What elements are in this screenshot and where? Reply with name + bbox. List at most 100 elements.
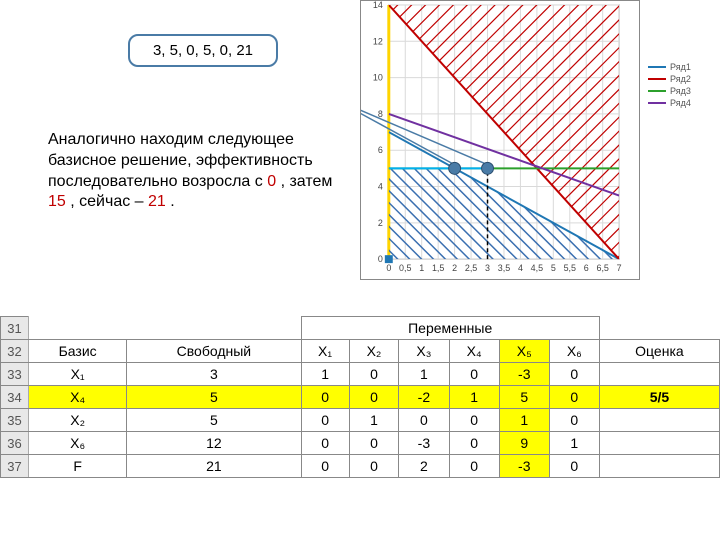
svg-text:5: 5	[551, 263, 556, 273]
table-cell: 0	[549, 409, 599, 432]
legend-swatch	[648, 66, 666, 68]
description-paragraph: Аналогично находим следующее базисное ре…	[48, 130, 338, 213]
chart-svg: 00,511,522,533,544,555,566,5702468101214	[361, 1, 639, 279]
table-cell: -3	[399, 432, 449, 455]
table-cell: F	[29, 455, 127, 478]
table-cell: 0	[349, 432, 399, 455]
table-cell: 1	[399, 363, 449, 386]
legend-swatch	[648, 102, 666, 104]
svg-text:10: 10	[373, 73, 383, 83]
column-header: X₁	[301, 340, 349, 363]
legend-label: Ряд3	[670, 86, 691, 96]
table-cell: 1	[499, 409, 549, 432]
table-cell: 0	[301, 409, 349, 432]
row-number: 35	[1, 409, 29, 432]
svg-text:1,5: 1,5	[432, 263, 444, 273]
svg-text:6: 6	[378, 145, 383, 155]
table-cell: X₂	[29, 409, 127, 432]
svg-text:6,5: 6,5	[596, 263, 608, 273]
para-val0: 0	[267, 173, 276, 190]
table-cell: 1	[449, 386, 499, 409]
table-cell: 1	[349, 409, 399, 432]
table-cell: 0	[549, 386, 599, 409]
svg-text:3: 3	[485, 263, 490, 273]
table-cell	[599, 363, 719, 386]
table-cell: 0	[301, 432, 349, 455]
para-sep2: , сейчас –	[70, 193, 148, 210]
svg-text:8: 8	[378, 109, 383, 119]
table-cell: 0	[549, 455, 599, 478]
column-header: Оценка	[599, 340, 719, 363]
table-cell: 9	[499, 432, 549, 455]
table-cell: 2	[399, 455, 449, 478]
legend-swatch	[648, 90, 666, 92]
svg-text:12: 12	[373, 36, 383, 46]
table-cell: 0	[301, 455, 349, 478]
column-header: X₃	[399, 340, 449, 363]
table-cell: 0	[449, 409, 499, 432]
table-cell: 0	[449, 455, 499, 478]
table-cell: X₄	[29, 386, 127, 409]
table-cell	[599, 455, 719, 478]
legend-item: Ряд3	[648, 86, 691, 96]
para-val2: 21	[148, 193, 166, 210]
table-cell: 0	[399, 409, 449, 432]
svg-text:2: 2	[378, 218, 383, 228]
svg-text:0: 0	[386, 263, 391, 273]
svg-text:4: 4	[518, 263, 523, 273]
legend-swatch	[648, 78, 666, 80]
table-cell: -3	[499, 363, 549, 386]
legend-item: Ряд4	[648, 98, 691, 108]
svg-text:2,5: 2,5	[465, 263, 477, 273]
table-cell: 0	[549, 363, 599, 386]
column-header: X₅	[499, 340, 549, 363]
table-cell: 3	[127, 363, 301, 386]
table-cell: 5	[499, 386, 549, 409]
table-cell: 21	[127, 455, 301, 478]
table-cell: 5/5	[599, 386, 719, 409]
table-cell: 0	[349, 455, 399, 478]
svg-text:1: 1	[419, 263, 424, 273]
table-cell: 0	[449, 363, 499, 386]
para-sep1: , затем	[281, 173, 333, 190]
row-number: 32	[1, 340, 29, 363]
table-cell: 12	[127, 432, 301, 455]
table-cell: -2	[399, 386, 449, 409]
legend: Ряд1 Ряд2 Ряд3 Ряд4	[648, 60, 691, 110]
svg-text:2: 2	[452, 263, 457, 273]
legend-item: Ряд1	[648, 62, 691, 72]
table-cell: 5	[127, 386, 301, 409]
column-header: Свободный	[127, 340, 301, 363]
row-number: 31	[1, 317, 29, 340]
row-number: 37	[1, 455, 29, 478]
column-header: X₂	[349, 340, 399, 363]
svg-text:4,5: 4,5	[531, 263, 543, 273]
legend-label: Ряд1	[670, 62, 691, 72]
svg-text:3,5: 3,5	[498, 263, 510, 273]
column-group-header: Переменные	[301, 317, 599, 340]
legend-label: Ряд4	[670, 98, 691, 108]
svg-text:0,5: 0,5	[399, 263, 411, 273]
table-cell: 5	[127, 409, 301, 432]
svg-text:6: 6	[584, 263, 589, 273]
svg-text:5,5: 5,5	[564, 263, 576, 273]
table-cell: 1	[549, 432, 599, 455]
table-cell: -3	[499, 455, 549, 478]
svg-text:0: 0	[378, 254, 383, 264]
legend-label: Ряд2	[670, 74, 691, 84]
row-number: 33	[1, 363, 29, 386]
svg-text:7: 7	[617, 263, 622, 273]
table-cell: X₁	[29, 363, 127, 386]
para-suffix: .	[170, 193, 174, 210]
table-cell: 0	[349, 386, 399, 409]
column-header: X₆	[549, 340, 599, 363]
table-cell	[599, 432, 719, 455]
table-cell: 0	[349, 363, 399, 386]
column-header: Базис	[29, 340, 127, 363]
column-header: X₄	[449, 340, 499, 363]
svg-text:4: 4	[378, 182, 383, 192]
table-cell: 0	[449, 432, 499, 455]
row-number: 36	[1, 432, 29, 455]
callout-box: 3, 5, 0, 5, 0, 21	[128, 34, 278, 67]
legend-item: Ряд2	[648, 74, 691, 84]
